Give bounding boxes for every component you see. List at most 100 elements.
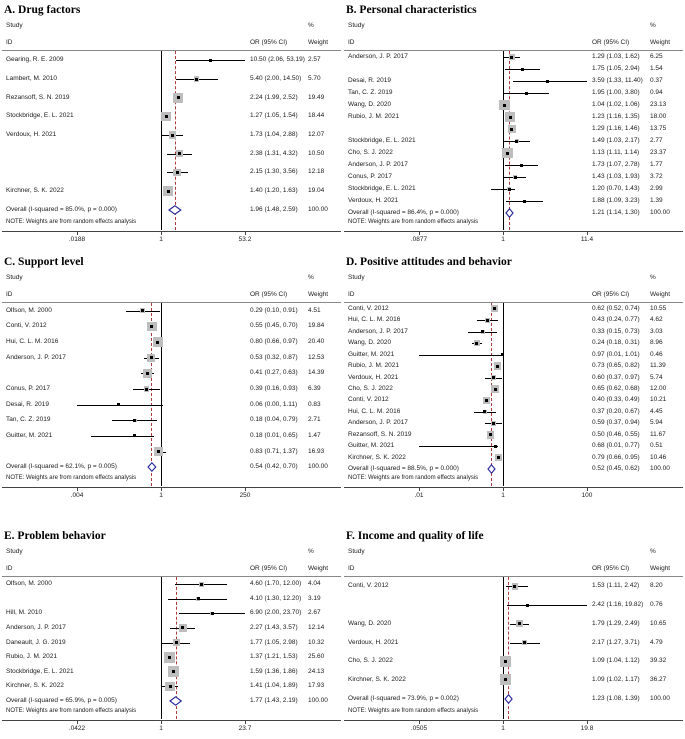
or-ci-value: 1.77 (1.05, 2.98): [250, 638, 298, 646]
col-header-weight: Weight: [308, 38, 329, 46]
forest-rows: Anderson, J. P. 2017 1.29 (1.03, 1.62) 6.2…: [344, 51, 683, 219]
study-label: Stockbridge, E. L. 2021: [348, 184, 416, 192]
point-estimate-marker: [523, 199, 527, 203]
x-axis-tick: [160, 232, 162, 235]
forest-rows: Conti, V. 2012 1.53 (1.11, 2.42) 8.20 2.42 …: [344, 577, 683, 708]
col-header-weight: Weight: [650, 290, 671, 298]
forest-row: Gearing, R. E. 2009 10.50 (2.06, 53.19) 2.…: [2, 51, 341, 70]
col-header-id: ID: [6, 564, 13, 572]
or-ci-value: 0.59 (0.37, 0.94): [592, 419, 640, 427]
x-axis: .004 1 250: [2, 487, 341, 502]
forest-row: Daneault, J. G. 2019 1.77 (1.05, 2.98) 10.…: [2, 635, 341, 650]
point-estimate-marker: [494, 444, 498, 448]
ci-line: [419, 446, 499, 448]
point-estimate-marker: [502, 103, 506, 107]
or-ci-value: 0.43 (0.24, 0.77): [592, 315, 640, 323]
weight-value: 12.07: [308, 130, 325, 138]
point-estimate-marker: [484, 398, 488, 402]
col-header-study: Study: [6, 548, 23, 555]
weight-value: 18.44: [308, 112, 325, 120]
point-estimate-marker: [150, 324, 154, 328]
column-headers: Study ID% OR (95% CI) Weight: [2, 547, 341, 577]
overall-diamond-shape: [168, 204, 183, 215]
study-label: Hui, C. L. M. 2016: [348, 407, 401, 415]
forest-row: Anderson, J. P. 2017 0.59 (0.37, 0.94) 5.9…: [344, 418, 683, 429]
point-estimate-marker: [156, 340, 160, 344]
study-label: Verdoux, H. 2021: [348, 638, 399, 646]
or-ci-value: 1.95 (1.00, 3.80): [592, 88, 640, 96]
or-ci-value: 1.21 (1.14, 1.30): [592, 208, 640, 216]
study-label: Conti, V. 2012: [348, 582, 389, 590]
or-ci-value: 0.40 (0.33, 0.49): [592, 396, 640, 404]
point-estimate-marker: [167, 655, 171, 659]
x-axis-tick: [586, 232, 588, 235]
or-ci-value: 0.37 (0.20, 0.67): [592, 407, 640, 415]
or-ci-value: 0.50 (0.46, 0.55): [592, 430, 640, 438]
overall-estimate-refline: [175, 577, 177, 719]
or-ci-value: 1.73 (1.04, 2.88): [250, 130, 298, 138]
or-ci-value: 1.29 (1.16, 1.46): [592, 124, 640, 132]
or-ci-value: 6.90 (2.00, 23.70): [250, 609, 302, 617]
x-axis-tick-label: 11.4: [580, 236, 594, 243]
x-axis-tick: [160, 721, 162, 724]
plot-body: Olfson, M. 2000 4.60 (1.70, 12.00) 4.04 4.1…: [2, 577, 341, 719]
panel-support-level: C. Support level Study ID% OR (95% CI) Weigh…: [2, 255, 341, 502]
col-header-percent: %: [650, 22, 656, 29]
study-label: Anderson, J. P. 2017: [348, 327, 408, 335]
or-ci-value: 1.09 (1.02, 1.17): [592, 675, 640, 683]
weight-value: 1.47: [308, 431, 321, 439]
study-label: Rezansoff, S. N. 2019: [6, 93, 70, 101]
forest-row: Hill, M. 2010 6.90 (2.00, 23.70) 2.67: [2, 606, 341, 621]
weight-value: 10.21: [650, 396, 667, 404]
col-header-study: Study: [6, 22, 23, 29]
x-axis: .0422 1 23.7: [2, 720, 341, 735]
note-text: NOTE: Weights are from random effects an…: [348, 475, 479, 481]
or-ci-value: 0.39 (0.16, 0.93): [250, 384, 298, 392]
x-axis-tick: [418, 488, 420, 491]
study-label: Anderson, J. P. 2017: [348, 52, 408, 60]
study-label: Verdoux, H. 2021: [348, 373, 399, 381]
overall-label: Overall (I-squared = 88.5%, p = 0.000): [348, 465, 459, 473]
weight-value: 20.40: [308, 337, 325, 345]
or-ci-value: 4.60 (1.70, 12.00): [250, 580, 302, 588]
weight-value: 10.32: [308, 638, 325, 646]
forest-row: Wang, D. 2020 1.04 (1.02, 1.06) 23.13: [344, 99, 683, 111]
weight-value: 24.13: [308, 667, 325, 675]
study-label: Wang, D. 2020: [348, 100, 392, 108]
col-header-id: ID: [348, 290, 355, 298]
x-axis-tick: [502, 488, 504, 491]
col-header-or-ci: OR (95% CI): [250, 290, 288, 298]
plot-body: Conti, V. 2012 0.62 (0.52, 0.74) 10.55 Hui,…: [344, 303, 683, 486]
column-headers: Study ID% OR (95% CI) Weight: [344, 547, 683, 577]
point-estimate-marker: [508, 115, 512, 119]
panel-title: A. Drug factors: [4, 4, 81, 16]
study-label: Rubio, J. M. 2021: [6, 652, 57, 660]
x-axis-tick: [76, 488, 78, 491]
x-axis-tick-label: 1: [501, 725, 505, 732]
or-ci-value: 1.75 (1.05, 2.94): [592, 64, 640, 72]
or-ci-value: 1.04 (1.02, 1.06): [592, 100, 640, 108]
overall-diamond-shape: [487, 464, 496, 475]
panel-problem-behavior: E. Problem behavior Study ID% OR (95% CI) We…: [2, 529, 341, 735]
weight-value: 14.39: [308, 369, 325, 377]
forest-row: Desai, R. 2019 3.59 (1.33, 11.40) 0.37: [344, 75, 683, 87]
study-label: Cho, S. J. 2022: [348, 148, 393, 156]
x-axis-tick-label: 23.7: [238, 725, 252, 732]
or-ci-value: 3.59 (1.33, 11.40): [592, 76, 643, 84]
overall-label: Overall (I-squared = 86.4%, p = 0.000): [348, 208, 459, 216]
forest-row: 1.29 (1.16, 1.46) 13.75: [344, 123, 683, 135]
forest-row: Rubio, J. M. 2021 0.73 (0.65, 0.82) 11.39: [344, 360, 683, 371]
point-estimate-marker: [515, 139, 519, 143]
point-estimate-marker: [196, 597, 200, 601]
forest-row: 0.41 (0.27, 0.63) 14.39: [2, 366, 341, 382]
forest-row: 4.10 (1.30, 12.20) 3.19: [2, 592, 341, 607]
or-ci-value: 0.62 (0.52, 0.74): [592, 304, 640, 312]
overall-diamond-shape: [147, 462, 157, 473]
or-ci-value: 1.73 (1.07, 2.78): [592, 160, 640, 168]
weight-value: 2.71: [308, 416, 321, 424]
study-label: Stockbridge, E. L. 2021: [6, 112, 74, 120]
point-estimate-marker: [171, 670, 175, 674]
or-ci-value: 2.27 (1.43, 3.57): [250, 623, 298, 631]
study-label: Desai, R. 2019: [6, 400, 49, 408]
overall-diamond-icon: [505, 208, 514, 218]
